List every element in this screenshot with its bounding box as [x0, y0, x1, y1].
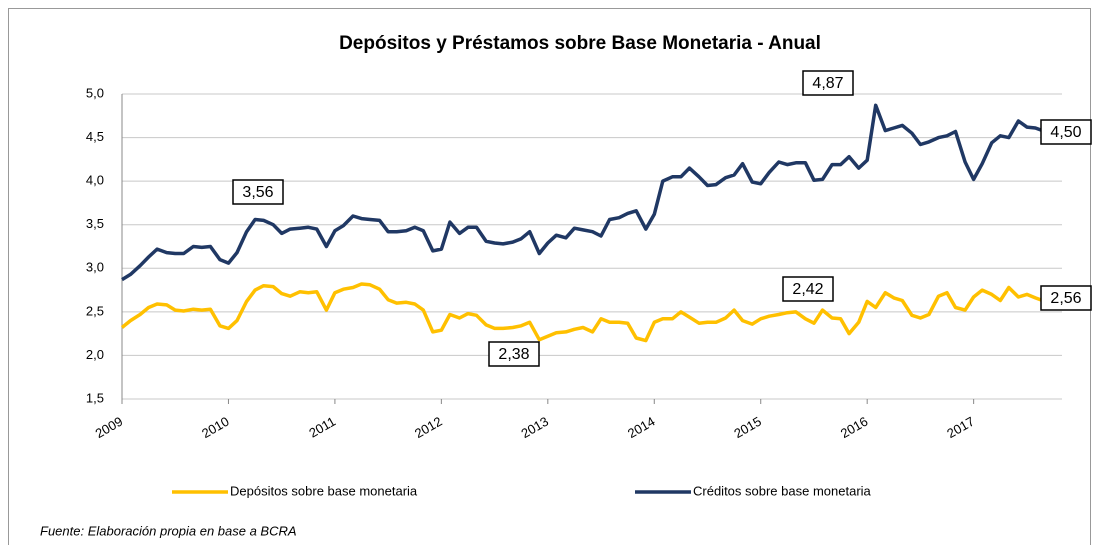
x-tick-label: 2017 — [944, 414, 977, 441]
annotation-box — [1040, 119, 1092, 145]
y-tick-label: 2,5 — [86, 303, 104, 318]
annotation: 3,56 — [242, 184, 273, 201]
chart-title: Depósitos y Préstamos sobre Base Monetar… — [339, 33, 821, 54]
annotation: 2,38 — [498, 346, 529, 363]
x-tick-label: 2010 — [199, 414, 232, 441]
x-tick-label: 2015 — [731, 414, 764, 441]
y-tick-label: 4,5 — [86, 129, 104, 144]
source-note: Fuente: Elaboración propia en base a BCR… — [40, 523, 297, 538]
series-line — [120, 282, 1055, 343]
x-tick-label: 2009 — [93, 414, 126, 441]
y-tick-label: 1,5 — [86, 390, 104, 405]
annotation-box — [488, 341, 540, 367]
annotation: 4,50 — [1050, 124, 1081, 141]
annotation-box — [802, 70, 854, 96]
legend-label: Depósitos sobre base monetaria — [230, 483, 418, 498]
annotation: 4,87 — [812, 75, 843, 92]
x-tick-label: 2013 — [518, 414, 551, 441]
x-tick-label: 2011 — [306, 414, 338, 441]
y-tick-label: 3,5 — [86, 216, 104, 231]
x-tick-label: 2016 — [838, 414, 871, 441]
y-tick-label: 3,0 — [86, 260, 104, 275]
annotation: 2,42 — [792, 281, 823, 298]
chart-frame — [8, 8, 1091, 545]
y-tick-label: 4,0 — [86, 173, 104, 188]
legend-label: Créditos sobre base monetaria — [693, 483, 872, 498]
x-tick-label: 2014 — [625, 414, 658, 441]
annotation-box — [1040, 285, 1092, 311]
annotation-box — [232, 179, 284, 205]
x-tick-label: 2012 — [412, 414, 445, 441]
y-tick-label: 2,0 — [86, 347, 104, 362]
annotation-box — [782, 276, 834, 302]
y-tick-label: 5,0 — [86, 85, 104, 100]
annotation: 2,56 — [1050, 290, 1081, 307]
series-line — [121, 103, 1055, 282]
